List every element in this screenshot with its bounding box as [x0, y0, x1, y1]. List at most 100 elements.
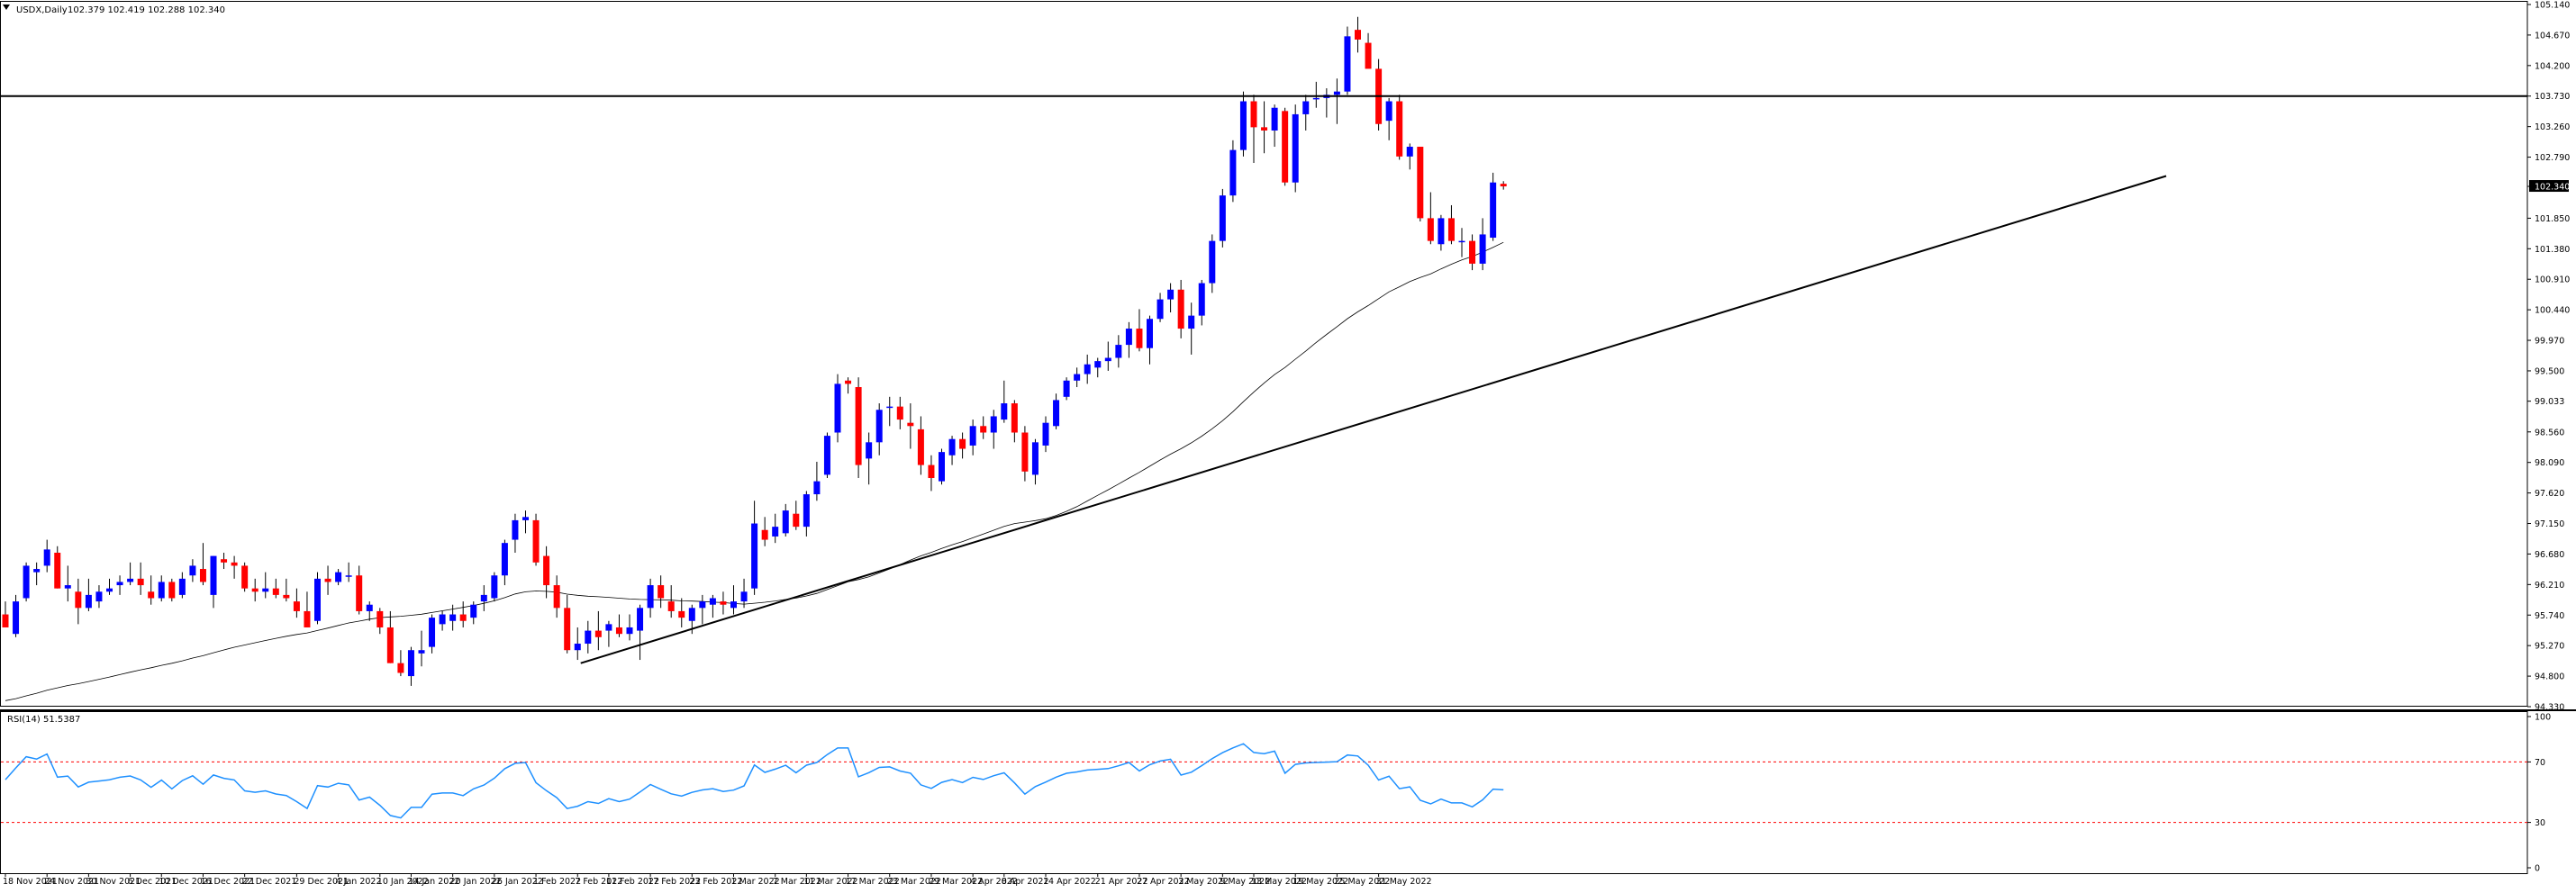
- candle-body: [54, 552, 61, 589]
- candle: [1156, 293, 1164, 322]
- candle: [917, 416, 924, 475]
- candle: [1219, 188, 1226, 248]
- candle-body: [1365, 42, 1372, 69]
- candle-body: [1219, 195, 1226, 241]
- candle: [1406, 143, 1413, 170]
- candle-body: [13, 601, 20, 635]
- candle: [605, 620, 612, 647]
- candle: [1011, 400, 1018, 443]
- date-tick-label: 24 Nov 2021: [44, 877, 99, 887]
- price-tick-label: 95.270: [2535, 642, 2564, 652]
- candle-body: [1001, 403, 1008, 420]
- rsi-pane: 100 70 30 0: [1, 713, 2551, 874]
- candle: [397, 650, 404, 677]
- candle: [1396, 95, 1403, 160]
- candle-body: [262, 588, 269, 592]
- candle-body: [43, 549, 50, 566]
- candle-body: [1229, 149, 1237, 196]
- candles: [2, 16, 1507, 686]
- date-tick-label: 10 Jan 2022: [377, 877, 429, 887]
- candle-body: [1271, 107, 1278, 131]
- rsi-tick-label: 100: [2535, 713, 2551, 723]
- candle: [512, 513, 519, 553]
- candle-body: [407, 650, 414, 677]
- candle-body: [1396, 101, 1403, 157]
- candle-body: [1479, 234, 1486, 264]
- candle: [803, 491, 810, 537]
- candle: [522, 510, 529, 534]
- candle: [75, 578, 82, 625]
- candle-body: [532, 519, 540, 563]
- candle: [1438, 214, 1445, 251]
- candle-body: [522, 517, 529, 520]
- candle: [1136, 309, 1143, 352]
- date-tick-label: 1 Mar 2022: [731, 877, 780, 887]
- candle: [1209, 234, 1216, 293]
- date-tick-label: 20 Jan 2022: [450, 877, 502, 887]
- candle: [772, 513, 779, 544]
- candle: [1177, 279, 1184, 338]
- rsi-tick-label: 30: [2535, 818, 2545, 828]
- candle: [990, 410, 997, 449]
- candle-body: [221, 559, 228, 563]
- candle-body: [1333, 91, 1340, 95]
- date-tick-label: 14 Apr 2022: [1043, 877, 1096, 887]
- candle: [751, 501, 758, 595]
- candle: [532, 513, 540, 566]
- candle: [251, 578, 259, 602]
- candle-body: [688, 608, 695, 621]
- candle: [939, 448, 945, 485]
- date-tick-label: 22 Dec 2021: [242, 877, 297, 887]
- candle-body: [647, 585, 654, 609]
- candle-body: [168, 582, 176, 599]
- candle-body: [678, 610, 685, 618]
- candle-body: [1209, 240, 1216, 284]
- price-tick-label: 98.560: [2535, 428, 2564, 437]
- price-tick-label: 94.330: [2535, 703, 2564, 713]
- candle: [543, 546, 550, 599]
- candle-body: [335, 572, 342, 582]
- candle-body: [823, 436, 830, 475]
- candle: [366, 601, 373, 621]
- candle: [896, 396, 903, 429]
- candle: [168, 578, 176, 602]
- candle-body: [803, 494, 810, 528]
- candle-body: [720, 601, 727, 605]
- candle-body: [418, 650, 425, 654]
- price-tick-label: 101.380: [2535, 245, 2570, 255]
- moving-average: [5, 241, 1504, 701]
- candle: [875, 403, 883, 456]
- candle: [1063, 377, 1070, 401]
- candle: [1469, 234, 1476, 271]
- candle-body: [470, 604, 477, 618]
- candle-body: [793, 513, 800, 528]
- candle: [855, 377, 862, 479]
- candle-body: [543, 555, 550, 586]
- candle-body: [626, 627, 633, 635]
- candle-body: [1188, 315, 1195, 329]
- candle: [54, 546, 61, 589]
- date-tick-label: 1 Feb 2022: [533, 877, 581, 887]
- rsi-header: RSI(14) 51.5387: [7, 715, 80, 725]
- candle-body: [1292, 113, 1299, 183]
- candle-body: [928, 465, 935, 479]
- candle: [886, 396, 893, 427]
- candle: [720, 591, 727, 615]
- price-tick-label: 105.140: [2535, 1, 2570, 11]
- date-tick-label: 3 May 2022: [1178, 877, 1229, 887]
- candle-body: [658, 585, 665, 599]
- candle: [1084, 354, 1091, 384]
- candle: [221, 552, 228, 570]
- collapse-triangle-icon[interactable]: [3, 5, 10, 10]
- candle: [324, 565, 331, 595]
- candle-body: [1344, 36, 1351, 92]
- candle: [2, 601, 9, 627]
- candle: [1447, 204, 1455, 245]
- candle: [678, 598, 685, 627]
- candle-body: [33, 569, 41, 573]
- candle-body: [491, 575, 498, 599]
- candle: [449, 604, 457, 631]
- candle: [834, 374, 841, 443]
- date-tick-label: 23 Mar 2022: [887, 877, 941, 887]
